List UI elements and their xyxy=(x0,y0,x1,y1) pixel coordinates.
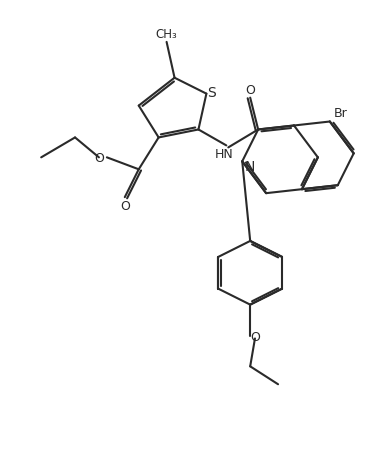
Text: CH₃: CH₃ xyxy=(156,28,178,41)
Text: S: S xyxy=(207,86,216,100)
Text: O: O xyxy=(245,84,255,97)
Text: Br: Br xyxy=(334,107,348,120)
Text: O: O xyxy=(120,199,130,212)
Text: O: O xyxy=(94,152,104,164)
Text: N: N xyxy=(244,160,255,174)
Text: O: O xyxy=(250,330,260,343)
Text: HN: HN xyxy=(215,147,234,161)
